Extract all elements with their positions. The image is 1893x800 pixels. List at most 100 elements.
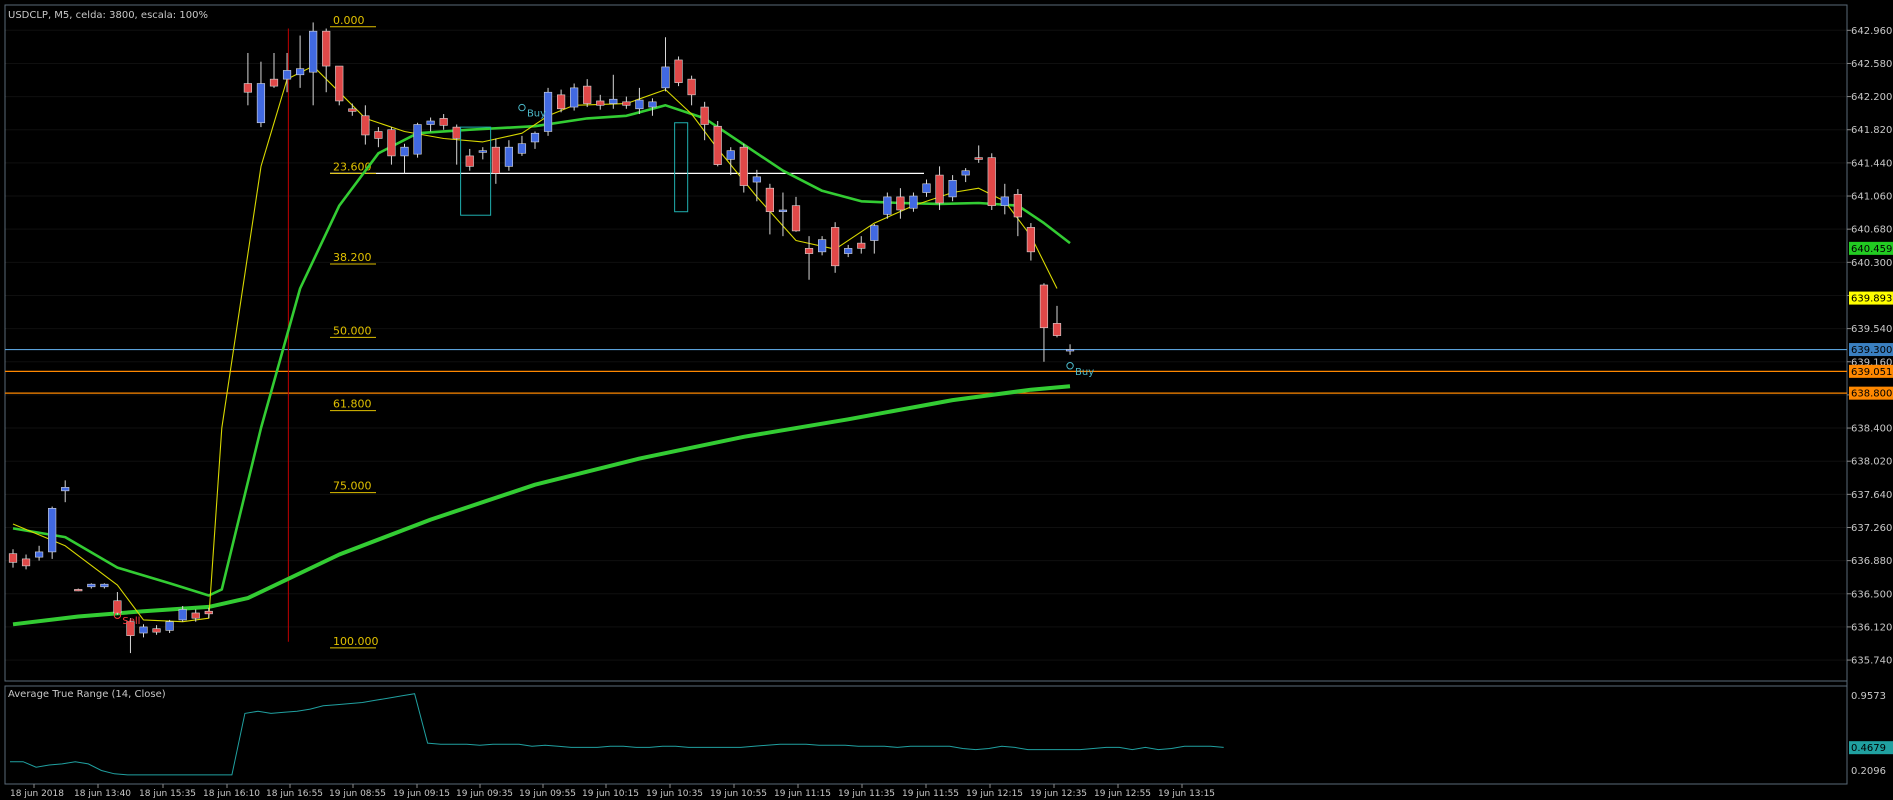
candle-body bbox=[556, 94, 566, 110]
candle bbox=[517, 135, 527, 156]
candle-body bbox=[896, 196, 905, 211]
time-tick-label: 19 jun 10:15 bbox=[582, 789, 639, 799]
candle bbox=[791, 196, 801, 232]
candle-body bbox=[831, 227, 840, 267]
candle bbox=[8, 549, 18, 568]
candle-body bbox=[100, 583, 109, 588]
candle bbox=[609, 74, 618, 109]
candle bbox=[804, 236, 814, 280]
candle bbox=[387, 127, 396, 165]
time-tick-label: 18 jun 2018 bbox=[10, 789, 64, 799]
ema-slow-line bbox=[12, 384, 1071, 627]
price-tick-label: 639.1600 bbox=[1851, 357, 1893, 368]
candle bbox=[1065, 344, 1075, 355]
candle bbox=[204, 607, 213, 619]
candle bbox=[622, 96, 631, 109]
candle bbox=[817, 236, 827, 256]
candle bbox=[152, 625, 161, 635]
candle bbox=[295, 35, 305, 88]
candle bbox=[426, 117, 435, 132]
time-tick-label: 19 jun 09:55 bbox=[519, 789, 576, 799]
price-tag-label: 639.8931 bbox=[1851, 294, 1893, 305]
fibonacci-retracement[interactable]: 0.000 23.600 38.200 50.000 61.800 75.000 100.0… bbox=[287, 14, 379, 649]
candle bbox=[530, 131, 540, 149]
ema-fast-line bbox=[12, 65, 1058, 623]
atr-line bbox=[10, 693, 1224, 776]
atr-title: Average True Range (14, Close) bbox=[8, 689, 166, 700]
candle-body bbox=[961, 170, 970, 176]
candle bbox=[100, 583, 109, 589]
candle bbox=[739, 143, 748, 193]
candle bbox=[687, 75, 696, 106]
candle-body bbox=[543, 91, 553, 132]
candle-body bbox=[530, 132, 540, 143]
candle bbox=[896, 188, 905, 219]
candle bbox=[1013, 189, 1022, 237]
candle bbox=[844, 244, 853, 258]
candle bbox=[700, 101, 709, 141]
price-tag-bg bbox=[1849, 291, 1893, 305]
candle bbox=[857, 236, 866, 254]
candle-body bbox=[139, 626, 148, 634]
atr-indicator: 0.4679 bbox=[10, 693, 1893, 776]
price-tick-label: 639.5400 bbox=[1851, 324, 1893, 335]
price-tick-label: 635.7400 bbox=[1851, 656, 1893, 667]
candle-body bbox=[1026, 227, 1035, 253]
time-tick-label: 19 jun 10:35 bbox=[646, 789, 703, 799]
candle-body bbox=[922, 183, 931, 193]
candle-body bbox=[335, 65, 344, 102]
candle-body bbox=[1039, 284, 1049, 329]
candle-body bbox=[713, 125, 722, 165]
candle bbox=[335, 65, 344, 106]
candle-body bbox=[1065, 349, 1075, 352]
signals: Sell Buy Buy bbox=[113, 103, 1094, 627]
candle bbox=[883, 192, 892, 219]
price-tick-label: 640.6800 bbox=[1851, 225, 1893, 236]
candle bbox=[113, 592, 122, 615]
candle-body bbox=[817, 239, 827, 253]
candle-body bbox=[178, 609, 187, 621]
candle-body bbox=[635, 99, 644, 110]
candle-body bbox=[570, 87, 579, 108]
signal-label: Sell bbox=[122, 616, 140, 627]
candle bbox=[21, 554, 31, 570]
candle bbox=[635, 87, 644, 115]
candle-body bbox=[844, 248, 853, 254]
candle bbox=[178, 605, 187, 622]
candle-body bbox=[1000, 196, 1009, 206]
candle-body bbox=[687, 78, 696, 96]
candle-body bbox=[948, 180, 957, 198]
signal-marker bbox=[113, 611, 122, 619]
time-tick-label: 19 jun 08:55 bbox=[329, 789, 386, 799]
candle-body bbox=[387, 129, 396, 157]
candle bbox=[74, 588, 83, 592]
candle bbox=[713, 121, 722, 167]
fib-level-label: 38.200 bbox=[333, 251, 372, 264]
candle-body bbox=[609, 98, 618, 104]
candle-body bbox=[413, 124, 422, 155]
price-tick-label: 642.2000 bbox=[1851, 92, 1893, 103]
candle-body bbox=[870, 225, 879, 241]
signal-label: Buy bbox=[527, 109, 546, 120]
ema-mid-line bbox=[12, 104, 1071, 597]
candle bbox=[583, 79, 592, 108]
price-tick-label: 641.4400 bbox=[1851, 158, 1893, 169]
candle-body bbox=[282, 70, 292, 80]
candle-body bbox=[21, 558, 31, 567]
candle bbox=[596, 94, 605, 110]
candle-body bbox=[883, 196, 892, 215]
candle bbox=[87, 583, 96, 589]
signal-label: Buy bbox=[1075, 367, 1094, 378]
price-tag-label: 640.4595 bbox=[1851, 244, 1893, 255]
candle-body bbox=[113, 600, 122, 614]
candle-body bbox=[517, 143, 527, 154]
time-tick-label: 19 jun 12:15 bbox=[966, 789, 1023, 799]
candle-body bbox=[700, 106, 709, 125]
candle-body bbox=[243, 83, 253, 93]
candle-body bbox=[269, 78, 279, 87]
candle-body bbox=[87, 583, 96, 588]
candle-body bbox=[765, 187, 774, 213]
signal-marker bbox=[1066, 362, 1074, 370]
